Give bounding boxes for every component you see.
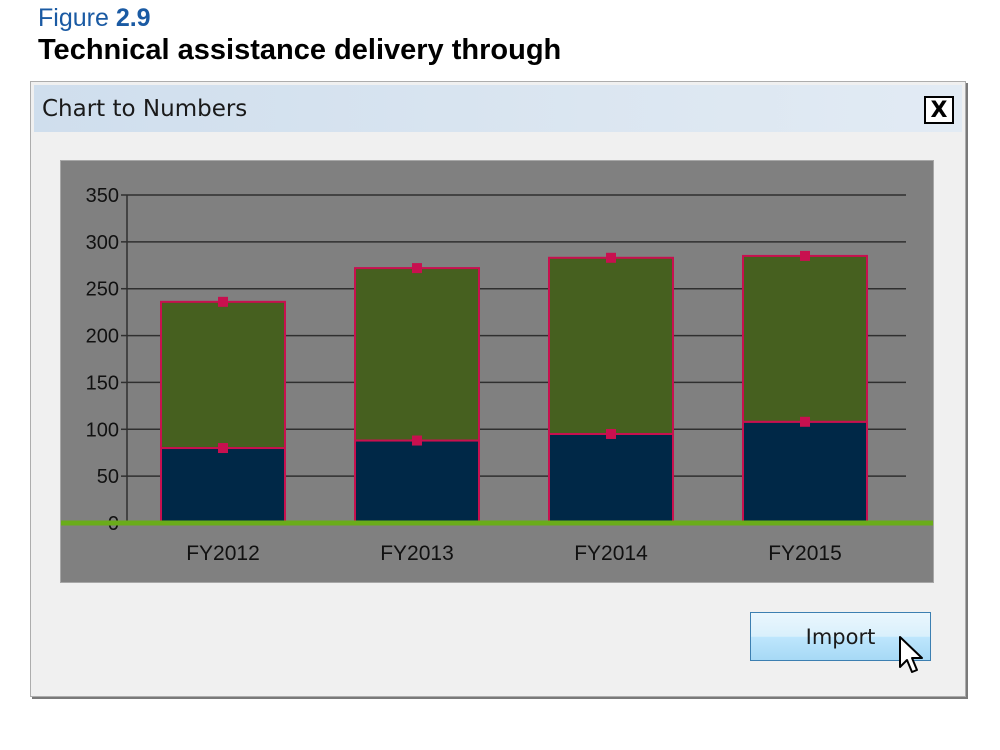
bar-segment-upper: [354, 267, 480, 442]
y-tick-label: 150: [86, 372, 119, 394]
bar-segment-lower: [354, 439, 480, 525]
y-tick-label: 250: [86, 279, 119, 301]
close-icon: X: [930, 97, 948, 123]
data-point-marker-total: [412, 263, 422, 274]
bar-segment-upper: [742, 254, 868, 423]
y-tick-label: 50: [97, 466, 119, 488]
figure-caption: Figure 2.9 Technical assistance delivery…: [38, 4, 938, 67]
figure-label: Figure 2.9: [38, 4, 938, 32]
x-tick-label: FY2014: [574, 542, 648, 565]
dialog-title: Chart to Numbers: [42, 96, 248, 122]
bar-segment-lower: [742, 420, 868, 524]
data-point-marker-total: [218, 296, 228, 307]
dialog-titlebar[interactable]: Chart to Numbers X: [34, 85, 962, 132]
bar-segment-lower: [548, 432, 674, 525]
chart-panel: 050100150200250300350FY2012FY2013FY2014F…: [60, 160, 934, 583]
chart-to-numbers-dialog: Chart to Numbers X 050100150200250300350…: [30, 81, 966, 697]
y-tick-label: 350: [86, 185, 119, 207]
mouse-cursor-icon: [899, 636, 923, 673]
data-point-marker-total: [606, 252, 616, 263]
x-tick-label: FY2012: [186, 542, 260, 565]
data-point-marker-lower: [412, 435, 422, 446]
data-point-marker-lower: [800, 416, 810, 427]
import-button-label: Import: [805, 624, 876, 649]
y-tick-label: 100: [86, 419, 119, 441]
y-tick-label: 300: [86, 232, 119, 254]
close-button[interactable]: X: [924, 96, 954, 124]
figure-title: Technical assistance delivery through: [38, 34, 562, 66]
figure-number: 2.9: [115, 4, 151, 32]
bar-segment-upper: [160, 300, 286, 450]
x-tick-label: FY2013: [380, 542, 454, 565]
data-point-marker-lower: [606, 428, 616, 439]
data-point-marker-total: [800, 250, 810, 261]
figure-label-prefix: Figure: [38, 4, 109, 32]
bar-segment-upper: [548, 256, 674, 435]
data-point-marker-lower: [218, 443, 228, 454]
stacked-bar-chart: 050100150200250300350FY2012FY2013FY2014F…: [61, 185, 933, 565]
bar-segment-lower: [160, 447, 286, 524]
x-tick-label: FY2015: [768, 542, 842, 565]
y-tick-label: 200: [86, 326, 119, 348]
